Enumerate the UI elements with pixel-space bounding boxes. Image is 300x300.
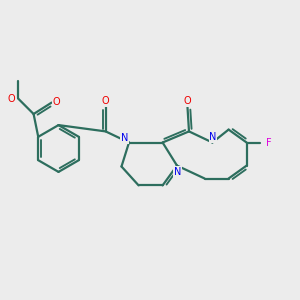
Text: N: N [121,133,128,143]
Text: O: O [102,96,110,106]
Text: N: N [174,167,181,177]
Text: O: O [8,94,15,104]
Text: O: O [183,96,191,106]
Text: N: N [209,132,217,142]
Text: F: F [266,137,271,148]
Text: O: O [53,97,61,107]
